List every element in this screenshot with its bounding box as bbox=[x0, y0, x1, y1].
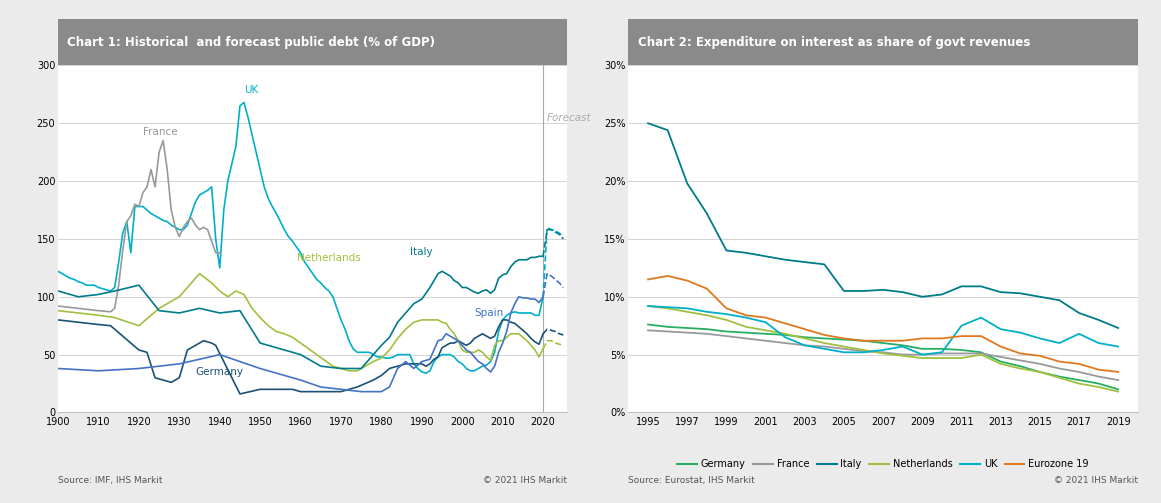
Text: Netherlands: Netherlands bbox=[296, 253, 360, 263]
Text: Germany: Germany bbox=[195, 367, 244, 377]
Text: Source: Eurostat, IHS Markit: Source: Eurostat, IHS Markit bbox=[628, 476, 755, 485]
Text: Chart 2: Expenditure on interest as share of govt revenues: Chart 2: Expenditure on interest as shar… bbox=[637, 36, 1030, 49]
Legend: Germany, France, Italy, Netherlands, UK, Eurozone 19: Germany, France, Italy, Netherlands, UK,… bbox=[673, 456, 1093, 473]
Text: Italy: Italy bbox=[410, 247, 432, 257]
Text: Chart 1: Historical  and forecast public debt (% of GDP): Chart 1: Historical and forecast public … bbox=[67, 36, 435, 49]
Text: Forecast: Forecast bbox=[547, 113, 592, 123]
Text: UK: UK bbox=[244, 85, 258, 95]
Text: © 2021 IHS Markit: © 2021 IHS Markit bbox=[1054, 476, 1138, 485]
Text: Spain: Spain bbox=[475, 308, 504, 318]
Text: Source: IMF, IHS Markit: Source: IMF, IHS Markit bbox=[58, 476, 163, 485]
Text: © 2021 IHS Markit: © 2021 IHS Markit bbox=[483, 476, 568, 485]
Text: France: France bbox=[143, 127, 178, 137]
